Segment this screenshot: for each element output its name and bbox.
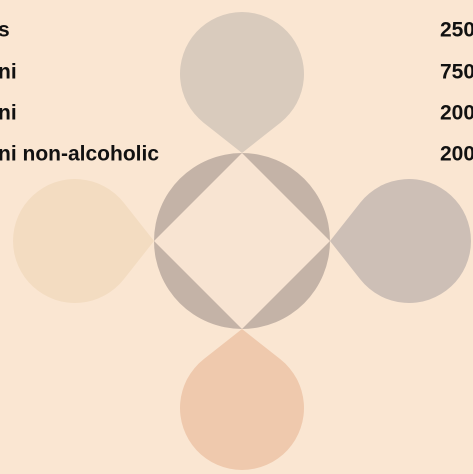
item-price: 200	[440, 143, 473, 166]
item-name: s	[0, 19, 10, 42]
item-name: ni non-alcoholic	[0, 143, 159, 166]
item-price: 750	[440, 61, 473, 84]
page: {"menu": {"items": [ {"name": "s", "pric…	[0, 0, 473, 474]
item-name: ni	[0, 61, 17, 84]
item-name: ni	[0, 102, 17, 125]
menu-screen: s 250 ni 750 ni 200 ni non-alcoholic 200	[0, 0, 473, 474]
item-price: 200	[440, 102, 473, 125]
item-price: 250	[440, 19, 473, 42]
